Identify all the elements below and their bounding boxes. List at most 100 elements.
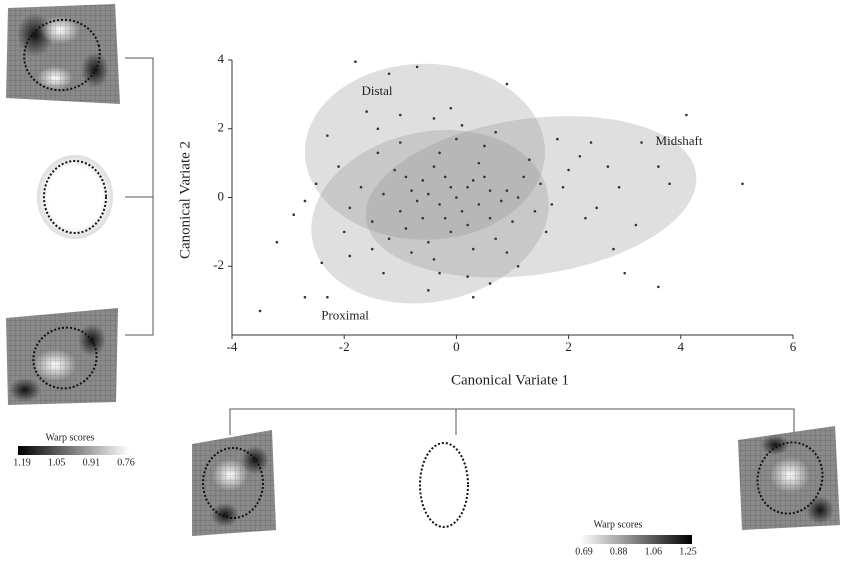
point [326,295,329,299]
point [399,113,402,117]
point [258,309,262,313]
legend-tick-label: 0.91 [83,457,101,468]
point [499,199,503,203]
bracket [125,57,154,336]
point [556,137,559,141]
point [404,227,408,230]
point [483,175,486,179]
x-tick-label: 4 [678,339,685,354]
legend-tick-label: 0.88 [610,546,628,557]
group-label: Distal [361,83,392,98]
point [612,247,615,251]
point [494,130,497,134]
point [399,141,402,144]
color-bar [18,446,130,455]
group-label: Proximal [321,308,369,323]
warp-legend: Warp scores 0.69 0.88 1.06 1.25 [575,519,697,557]
point [584,216,587,220]
point [359,185,363,189]
legend-tick-label: 1.25 [679,546,697,557]
consensus-outline [37,155,113,239]
point [589,141,593,144]
point [544,230,548,234]
point [471,179,475,182]
point [528,158,531,161]
point [393,168,396,172]
warp-legend: Warp scores 1.19 1.05 0.91 0.76 [13,432,135,468]
point [376,127,380,131]
point [326,134,329,137]
y-tick-label: -2 [213,257,224,272]
point [348,254,352,258]
bracket [229,408,795,435]
legend-tick-label: 0.69 [575,546,593,557]
point [741,182,744,186]
point [399,209,402,213]
point [561,185,565,189]
point [365,110,368,113]
point [415,65,419,69]
point [455,196,458,199]
point [443,175,447,179]
legend-tick-label: 1.05 [48,457,66,468]
point [415,199,419,203]
point [477,161,481,165]
point [438,203,441,206]
point [477,203,481,206]
point [421,216,425,220]
y-tick-label: 2 [218,120,225,135]
point [337,165,340,168]
x-axis-label: Canonical Variate 1 [451,372,569,388]
scatter-plot: Canonical Variate 1 Canonical Variate 2 … [177,51,796,388]
point [404,175,408,179]
point [432,258,436,261]
group-ellipse [304,63,546,240]
group-ellipse [311,130,549,304]
point [522,175,526,179]
point [303,199,307,203]
x-tick-label: 0 [453,339,460,354]
point [488,216,492,220]
point [657,285,660,289]
point [348,206,352,210]
x-tick-label: -2 [339,339,350,354]
point [511,220,514,223]
y-axis-label: Canonical Variate 2 [177,141,193,259]
point [460,209,464,213]
group-label: Midshaft [656,133,703,148]
point [623,271,626,275]
point [275,240,279,244]
point [314,182,318,186]
point [533,209,537,213]
point [606,165,610,168]
point [370,220,374,223]
deformation-grid [192,430,276,536]
point [471,295,475,299]
deformation-grid [6,4,120,104]
point [505,189,509,192]
legend-tick-label: 1.06 [645,546,663,557]
point [668,182,671,186]
point [438,151,441,155]
point [483,144,486,148]
point [427,289,430,292]
point [466,223,469,227]
deformation-grid [6,308,118,405]
point [460,124,464,127]
point [488,282,492,285]
point [421,179,425,182]
point [427,240,430,244]
point [432,165,436,168]
point [488,189,492,192]
x-tick-label: -4 [227,339,238,354]
point [471,247,475,251]
point [567,168,570,172]
point [494,237,497,241]
point [387,237,391,241]
point [292,213,296,216]
point [466,185,469,189]
consensus-outline [419,442,469,528]
point [427,192,430,196]
point [354,60,357,64]
